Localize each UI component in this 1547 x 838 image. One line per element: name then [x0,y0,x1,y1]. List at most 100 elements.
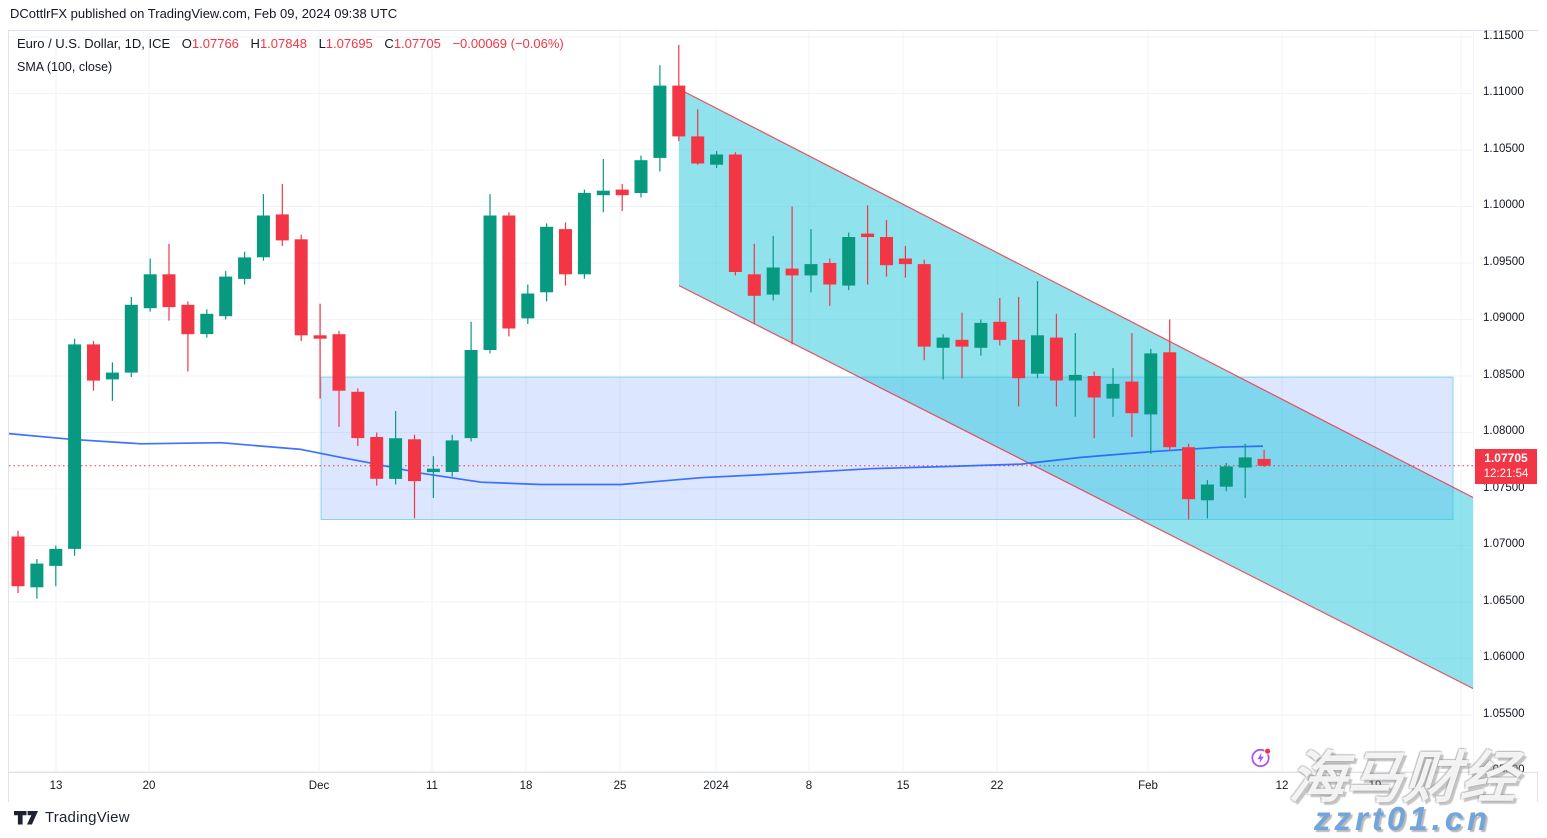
candle[interactable] [634,155,648,198]
candle[interactable] [1068,333,1082,417]
time-axis-label: 15 [896,780,910,792]
candle[interactable] [898,246,912,278]
candle[interactable] [30,559,44,599]
tradingview-footer-link[interactable]: TradingView [14,809,130,826]
candle[interactable] [804,229,818,293]
candle[interactable] [936,334,950,380]
candle[interactable] [389,411,403,485]
candle[interactable] [49,545,63,587]
candle[interactable] [785,206,799,345]
candle[interactable] [1049,313,1063,407]
candle[interactable] [181,301,195,372]
candle[interactable] [313,303,327,399]
open-value: 1.07766 [191,36,239,51]
candle[interactable] [974,319,988,356]
candle[interactable] [596,159,610,213]
time-axis-label: 8 [805,780,813,792]
price-axis-label: 1.10500 [1483,143,1525,155]
time-axis-label: 12 [1275,780,1289,792]
chart-legend: Euro / U.S. Dollar, 1D, ICE O1.07766 H1.… [17,36,564,74]
candle[interactable] [747,243,761,324]
candle[interactable] [483,194,497,354]
candle[interactable] [861,205,875,285]
candle[interactable] [238,251,252,285]
time-axis-label: 20 [142,780,156,792]
open-label: O [181,36,192,51]
candle[interactable] [1031,281,1044,379]
time-axis-label: 22 [990,780,1004,792]
candle[interactable] [200,309,214,338]
candle[interactable] [370,432,384,486]
price-axis-label: 1.06000 [1483,651,1525,663]
candle[interactable] [672,44,686,141]
price-axis-label: 1.09000 [1483,312,1525,324]
time-axis-label: 13 [49,780,63,792]
candle[interactable] [766,235,780,301]
candle[interactable] [728,152,742,276]
close-label: C [384,36,394,51]
close-value: 1.07705 [393,36,441,51]
high-label: H [250,36,260,51]
candle[interactable] [842,232,856,291]
candle[interactable] [691,109,705,165]
candle[interactable] [1125,333,1139,437]
candle[interactable] [105,362,119,401]
candle[interactable] [540,223,554,302]
candle[interactable] [823,258,837,306]
candle[interactable] [955,312,969,379]
candle[interactable] [653,65,667,172]
candle[interactable] [332,330,346,427]
candle[interactable] [351,388,365,447]
candle[interactable] [993,298,1007,346]
channel-upper-line[interactable] [678,88,1473,499]
candle[interactable] [445,434,459,477]
candle[interactable] [1200,480,1214,519]
candle[interactable] [615,183,629,211]
price-axis-label: 1.10000 [1483,199,1525,211]
channel-lower-line[interactable] [678,285,1473,690]
publish-attribution: DCottlrFX published on TradingView.com, … [10,6,398,21]
candle[interactable] [521,284,535,325]
candle[interactable] [1106,368,1120,417]
sma-100-line[interactable] [9,432,1264,486]
candle[interactable] [464,321,478,442]
candle[interactable] [1087,371,1101,439]
candle[interactable] [143,258,157,312]
indicator-legend: SMA (100, close) [17,60,113,74]
candle[interactable] [1163,319,1177,451]
boost-lightning-icon[interactable] [1250,746,1274,770]
candle[interactable] [426,456,440,498]
lightning-bolt-glyph [1257,752,1264,764]
candle[interactable] [917,259,931,361]
price-axis[interactable]: 1.05000 1.05500 1.06000 1.06500 1.07000 1.075… [1473,30,1538,776]
candle[interactable] [1257,449,1271,467]
candle[interactable] [577,189,591,279]
candle[interactable] [559,222,572,286]
candle[interactable] [1182,443,1196,520]
time-axis-label: 11 [426,780,438,792]
candle[interactable] [11,530,25,593]
watermark-site: zzrt01.cn [1314,800,1492,837]
candle[interactable] [87,341,100,391]
candle[interactable] [408,434,421,519]
descending-channel-fill[interactable] [679,89,1473,689]
symbol-legend-row: Euro / U.S. Dollar, 1D, ICE O1.07766 H1.… [17,36,564,51]
candle[interactable] [219,270,233,320]
candle[interactable] [710,151,724,169]
last-price-value: 1.07705 [1484,451,1528,465]
candle[interactable] [256,194,270,261]
candle[interactable] [1012,296,1026,407]
chart-plot-area[interactable] [9,31,1473,772]
time-axis[interactable]: 13 20 Dec 11 18 25 2024 8 15 22 Feb 12 19 [9,772,1537,802]
candle[interactable] [1219,463,1233,492]
candle[interactable] [275,183,289,246]
candle[interactable] [1238,443,1252,498]
candle[interactable] [502,212,516,337]
price-axis-label: 1.07000 [1483,538,1525,550]
candle[interactable] [68,338,82,556]
candle[interactable] [294,234,308,341]
candle[interactable] [124,296,138,378]
candle[interactable] [1144,348,1158,454]
candle[interactable] [162,243,176,321]
candle[interactable] [880,220,893,277]
